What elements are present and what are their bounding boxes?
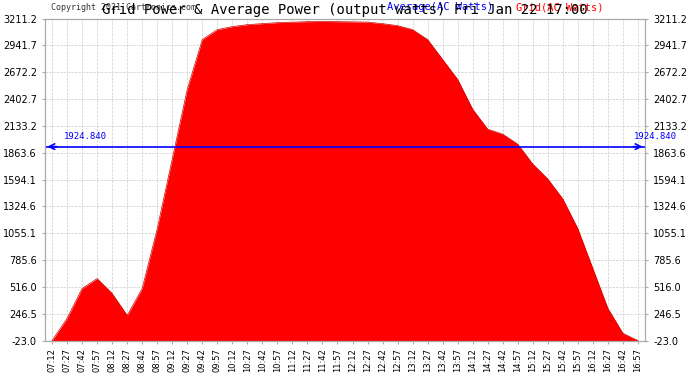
Text: Average(AC Watts): Average(AC Watts) <box>387 2 493 12</box>
Text: Grid(AC Watts): Grid(AC Watts) <box>516 2 604 12</box>
Title: Grid Power & Average Power (output watts) Fri Jan 22 17:00: Grid Power & Average Power (output watts… <box>102 3 588 17</box>
Text: 1924.840: 1924.840 <box>633 132 676 141</box>
Text: Copyright 2021 Cartronics.com: Copyright 2021 Cartronics.com <box>50 3 195 12</box>
Text: 1924.840: 1924.840 <box>64 132 107 141</box>
